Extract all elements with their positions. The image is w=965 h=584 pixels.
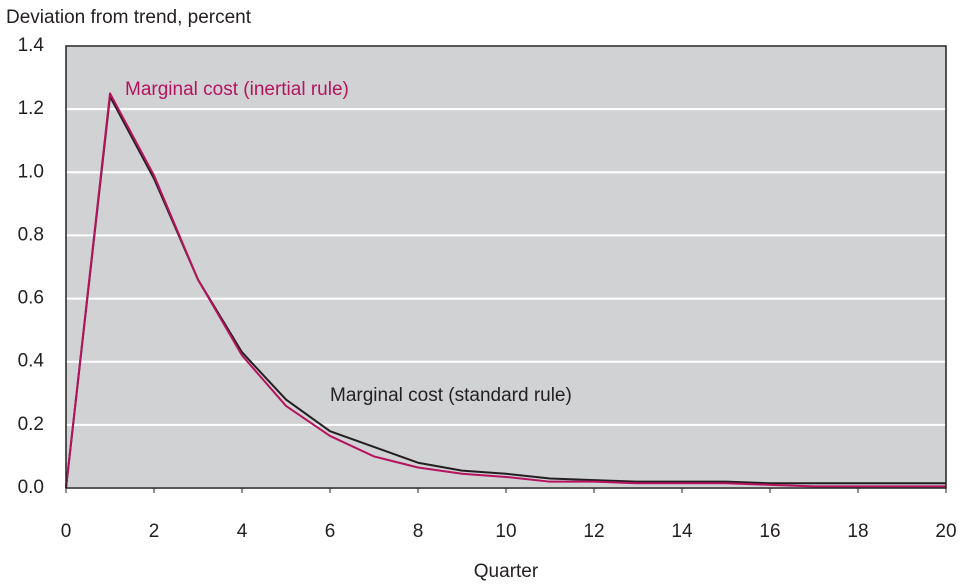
series-label: Marginal cost (inertial rule) bbox=[125, 79, 349, 100]
x-tick-label: 12 bbox=[583, 521, 604, 542]
x-tick-label: 20 bbox=[935, 521, 956, 542]
series-line bbox=[65, 92, 946, 489]
plot-background bbox=[66, 46, 946, 488]
y-tick-label: 1.4 bbox=[18, 35, 45, 56]
y-axis-label: Deviation from trend, percent bbox=[6, 7, 252, 28]
y-tick-label: 0.0 bbox=[18, 477, 44, 498]
x-axis-label: Quarter bbox=[474, 561, 539, 582]
x-tick-label: 18 bbox=[847, 521, 868, 542]
y-tick-label: 0.2 bbox=[18, 414, 44, 435]
y-tick-label: 1.2 bbox=[18, 98, 44, 119]
x-tick-label: 14 bbox=[671, 521, 693, 542]
y-tick-label: 1.0 bbox=[18, 161, 44, 182]
x-tick-label: 2 bbox=[149, 521, 160, 542]
x-tick-label: 8 bbox=[413, 521, 424, 542]
series-label: Marginal cost (standard rule) bbox=[330, 385, 572, 406]
x-tick-label: 6 bbox=[325, 521, 336, 542]
x-tick-label: 4 bbox=[237, 521, 248, 542]
y-tick-label: 0.8 bbox=[18, 224, 44, 245]
y-tick-label: 0.4 bbox=[18, 351, 45, 372]
y-tick-label: 0.6 bbox=[18, 288, 44, 309]
x-tick-label: 0 bbox=[61, 521, 72, 542]
x-tick-label: 16 bbox=[759, 521, 780, 542]
x-tick-label: 10 bbox=[495, 521, 516, 542]
